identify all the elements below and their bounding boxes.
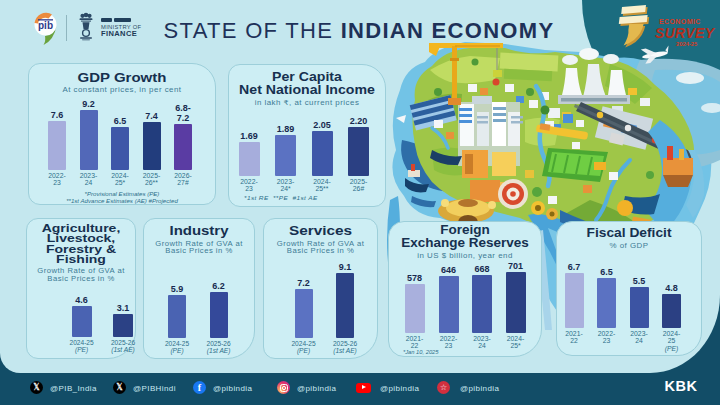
svg-text:ECONOMIC: ECONOMIC xyxy=(659,18,701,25)
